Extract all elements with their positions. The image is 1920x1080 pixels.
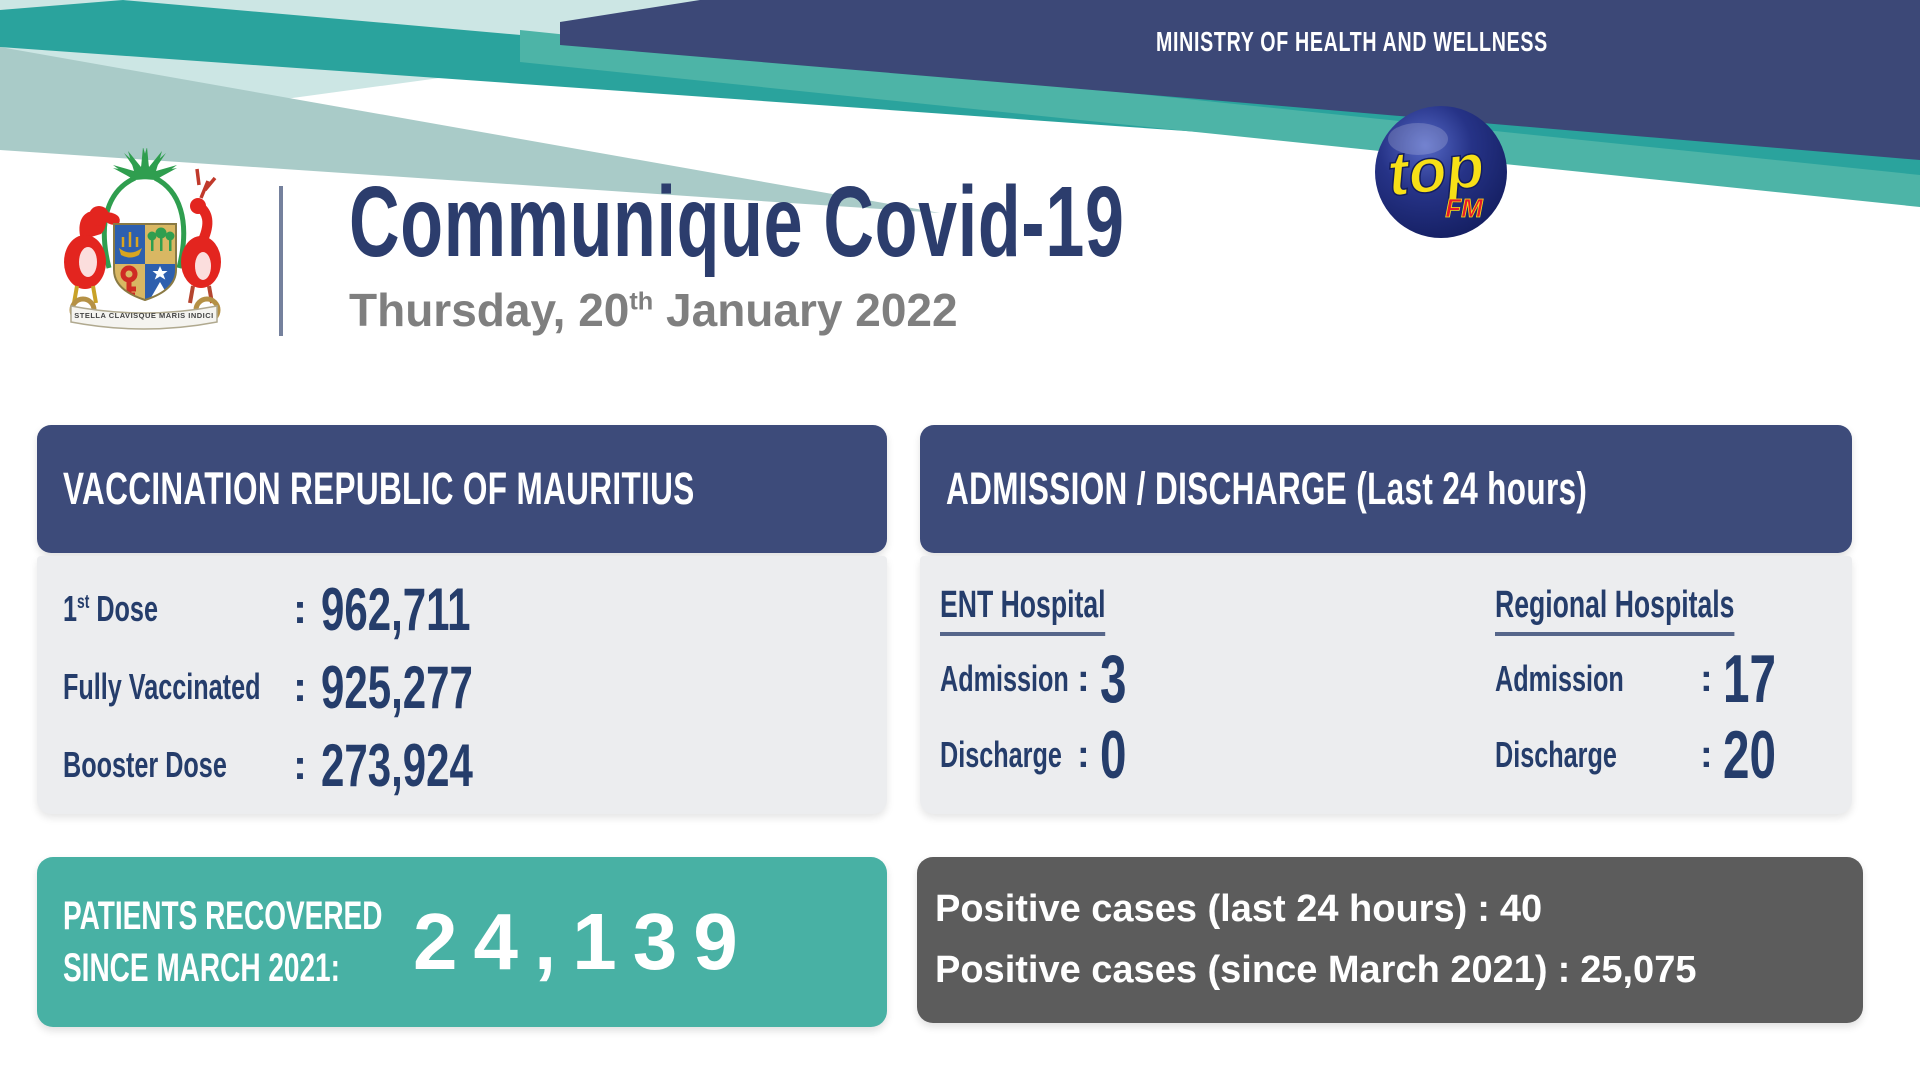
coat-motto: STELLA CLAVISQUE MARIS INDICI <box>74 311 214 320</box>
regional-hospitals-column: Regional Hospitals Admission : 17 Discha… <box>1495 584 1837 793</box>
positive-total-value: 25,075 <box>1580 949 1697 991</box>
vaccination-panel-body: 1st Dose : 962,711 Fully Vaccinated : 92… <box>37 556 887 814</box>
admission-discharge-panel: ADMISSION / DISCHARGE (Last 24 hours) EN… <box>920 425 1852 814</box>
mauritius-coat-of-arms-icon: STELLA CLAVISQUE MARIS INDICI <box>64 148 221 330</box>
topfm-logo-icon: top FM <box>1375 106 1507 238</box>
positive-cases-total: Positive cases (since March 2021):25,075 <box>935 949 1697 991</box>
colon: : <box>293 585 307 632</box>
page-date: Thursday, 20th January 2022 <box>349 284 958 336</box>
dose-label: Booster Dose <box>63 744 227 785</box>
vaccination-row: 1st Dose : 962,711 <box>63 570 887 648</box>
positive-cases-card: Positive cases (last 24 hours):40 Positi… <box>917 857 1863 1023</box>
stat-row: Admission : 17 <box>1495 641 1837 717</box>
stat-value: 0 <box>1099 717 1127 793</box>
dodo-supporter <box>64 206 120 304</box>
colon: : <box>293 663 307 710</box>
masthead-divider <box>279 186 283 336</box>
patients-recovered-card: PATIENTS RECOVERED SINCE MARCH 2021: 24,… <box>37 857 887 1027</box>
ministry-label: MINISTRY OF HEALTH AND WELLNESS <box>1156 26 1548 57</box>
dose-value: 925,277 <box>321 653 473 721</box>
topfm-fm: FM <box>1445 193 1484 223</box>
colon: : <box>1077 657 1090 700</box>
deer-supporter <box>181 168 221 304</box>
dose-label: Fully Vaccinated <box>63 666 261 707</box>
regional-hospitals-heading: Regional Hospitals <box>1495 584 1735 636</box>
colon: : <box>1077 733 1090 776</box>
positive-cases-24h: Positive cases (last 24 hours):40 <box>935 888 1543 930</box>
ent-hospital-column: ENT Hospital Admission : 3 Discharge : 0 <box>940 584 1176 793</box>
masthead: STELLA CLAVISQUE MARIS INDICI Communique… <box>57 148 1457 340</box>
stat-label: Admission <box>1495 658 1624 699</box>
vaccination-panel: VACCINATION REPUBLIC OF MAURITIUS 1st Do… <box>37 425 887 814</box>
colon: : <box>293 741 307 788</box>
stat-value: 3 <box>1099 641 1127 717</box>
colon: : <box>1700 657 1713 700</box>
recovered-value: 24,139 <box>413 897 754 986</box>
stat-row: Discharge : 20 <box>1495 717 1837 793</box>
stat-value: 20 <box>1722 717 1776 793</box>
dose-value: 962,711 <box>321 575 471 643</box>
colon: : <box>1700 733 1713 776</box>
stat-value: 17 <box>1722 641 1776 717</box>
stat-label: Discharge <box>1495 734 1617 775</box>
stat-row: Admission : 3 <box>940 641 1176 717</box>
dose-label: 1st Dose <box>63 588 158 629</box>
admission-panel-body: ENT Hospital Admission : 3 Discharge : 0… <box>920 556 1852 814</box>
dose-value: 273,924 <box>321 731 473 799</box>
ent-hospital-heading: ENT Hospital <box>940 584 1106 636</box>
vaccination-row: Booster Dose : 273,924 <box>63 726 887 804</box>
page-title: Communique Covid-19 <box>349 166 1125 278</box>
vaccination-row: Fully Vaccinated : 925,277 <box>63 648 887 726</box>
admission-panel-title: ADMISSION / DISCHARGE (Last 24 hours) <box>920 425 1852 553</box>
topfm-word: top <box>1384 131 1487 210</box>
recovered-label: PATIENTS RECOVERED SINCE MARCH 2021: <box>63 894 383 990</box>
stat-row: Discharge : 0 <box>940 717 1176 793</box>
vaccination-panel-title: VACCINATION REPUBLIC OF MAURITIUS <box>37 425 887 553</box>
stat-label: Admission <box>940 658 1069 699</box>
stat-label: Discharge <box>940 734 1062 775</box>
positive-24h-value: 40 <box>1499 888 1543 930</box>
